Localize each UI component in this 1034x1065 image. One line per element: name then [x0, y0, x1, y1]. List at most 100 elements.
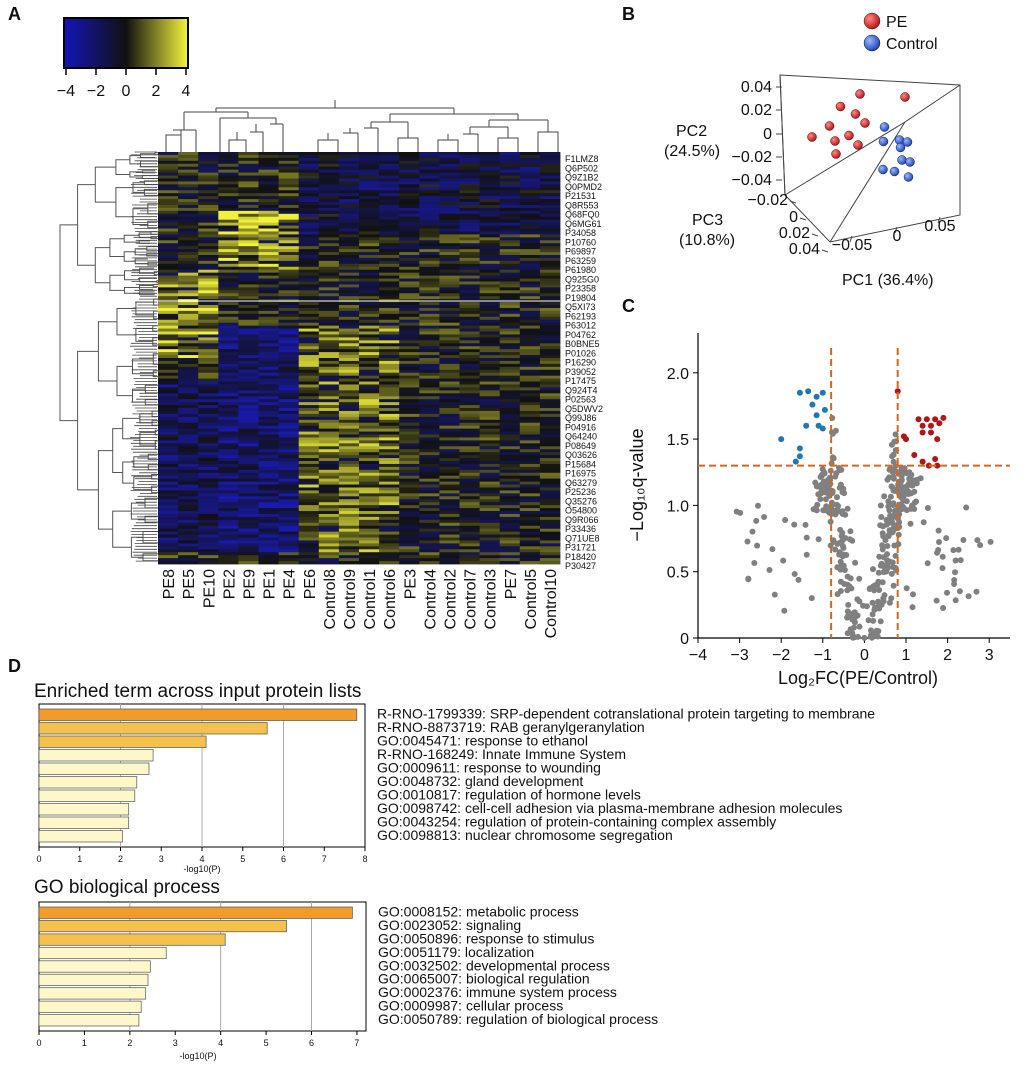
heatmap-cell	[359, 481, 380, 485]
heatmap-cell	[459, 175, 480, 179]
heatmap-cell	[359, 278, 380, 282]
volcano-point-ns	[744, 538, 751, 545]
volcano-point-ns	[880, 523, 886, 530]
volcano-point-ns	[836, 464, 842, 471]
volcano-point-ns	[892, 431, 899, 438]
heatmap-cell	[278, 190, 300, 194]
heatmap-row-label: Q03626	[565, 450, 597, 460]
heatmap-cell	[158, 360, 179, 365]
heatmap-cell	[338, 222, 360, 226]
heatmap-cell	[379, 293, 400, 297]
heatmap-column-label: Control6	[382, 569, 399, 630]
volcano-xtick-label: 3	[985, 647, 994, 664]
heatmap-cell	[399, 531, 420, 535]
colorbar-tick-label: 0	[122, 83, 131, 100]
heatmap-cell	[278, 428, 300, 432]
heatmap-cell	[278, 390, 300, 394]
heatmap-cell	[419, 505, 440, 509]
heatmap-cell	[198, 169, 219, 173]
heatmap-cell	[359, 252, 380, 256]
heatmap-cell	[338, 325, 360, 329]
heatmap-cell	[238, 443, 259, 447]
heatmap-cell	[419, 528, 440, 533]
heatmap-cell	[379, 437, 400, 441]
bar-xtick-label: 6	[281, 854, 286, 864]
heatmap-cell	[178, 519, 199, 524]
heatmap-cell	[359, 393, 380, 397]
heatmap-cell	[178, 160, 199, 165]
heatmap-cell	[499, 437, 521, 441]
heatmap-cell	[178, 452, 199, 456]
heatmap-cell	[499, 325, 521, 329]
heatmap-cell	[459, 419, 480, 424]
heatmap-cell	[238, 337, 259, 341]
heatmap-cell	[258, 431, 279, 435]
volcano-point-ns	[944, 589, 950, 596]
heatmap-cell	[158, 237, 179, 241]
heatmap-cell	[278, 499, 300, 503]
heatmap-cell	[238, 181, 259, 185]
heatmap-cell	[338, 234, 360, 238]
heatmap-cell	[158, 502, 179, 506]
heatmap-cell	[238, 281, 259, 285]
heatmap-cell	[198, 310, 219, 315]
heatmap-cell	[338, 178, 360, 182]
heatmap-cell	[359, 322, 380, 327]
heatmap-cell	[479, 466, 501, 471]
heatmap-cell	[258, 484, 279, 488]
heatmap-cell	[158, 287, 179, 291]
heatmap-cell	[298, 340, 320, 344]
heatmap-cell	[218, 302, 239, 306]
heatmap-cell	[258, 558, 279, 562]
heatmap-cell	[218, 375, 239, 379]
heatmap-cell	[158, 246, 179, 250]
heatmap-cell	[158, 272, 179, 276]
heatmap-cell	[399, 452, 420, 456]
heatmap-cell	[379, 169, 400, 173]
heatmap-cell	[338, 487, 360, 491]
heatmap-cell	[539, 508, 561, 512]
bar-category-label: R-RNO-1799339: SRP-dependent cotranslati…	[377, 706, 875, 722]
volcano-ytick-label: 2.0	[667, 366, 689, 383]
heatmap-cell	[459, 502, 480, 506]
heatmap-cell	[178, 399, 199, 403]
heatmap-cell	[258, 534, 279, 538]
heatmap-cell	[399, 428, 420, 432]
heatmap-cell	[419, 199, 440, 203]
volcano-point-ns	[933, 597, 940, 604]
heatmap-cell	[499, 543, 521, 547]
heatmap-cell	[539, 443, 561, 447]
heatmap-cell	[379, 181, 400, 185]
heatmap-cell	[459, 455, 480, 459]
heatmap-cell	[318, 378, 340, 382]
heatmap-cell	[499, 469, 521, 474]
heatmap-cell	[298, 549, 320, 553]
heatmap-cell	[439, 449, 460, 453]
heatmap-cell	[298, 369, 320, 374]
heatmap-cell	[178, 237, 199, 241]
heatmap-cell	[298, 410, 320, 415]
heatmap-cell	[338, 355, 360, 359]
heatmap-cell	[459, 290, 480, 294]
heatmap-cell	[218, 263, 239, 268]
heatmap-cell	[198, 334, 219, 338]
heatmap-cell	[258, 178, 279, 182]
heatmap-cell	[298, 511, 320, 515]
heatmap-cell	[258, 399, 279, 403]
heatmap-cell	[399, 366, 420, 371]
heatmap-cell	[479, 440, 501, 444]
heatmap-cell	[419, 193, 440, 197]
heatmap-cell	[399, 169, 420, 173]
heatmap-cell	[278, 175, 300, 179]
heatmap-row-label: P30427	[565, 561, 596, 571]
heatmap-cell	[419, 410, 440, 415]
heatmap-row-label: Q9R066	[565, 515, 599, 525]
heatmap-cell	[379, 187, 400, 191]
heatmap-cell	[218, 478, 239, 482]
heatmap-cell	[278, 537, 300, 541]
heatmap-cell	[158, 231, 179, 235]
volcano-point-ns	[886, 507, 893, 514]
pca-points	[807, 89, 915, 182]
heatmap-row-label: P01026	[565, 348, 596, 358]
heatmap-cell	[158, 225, 179, 229]
